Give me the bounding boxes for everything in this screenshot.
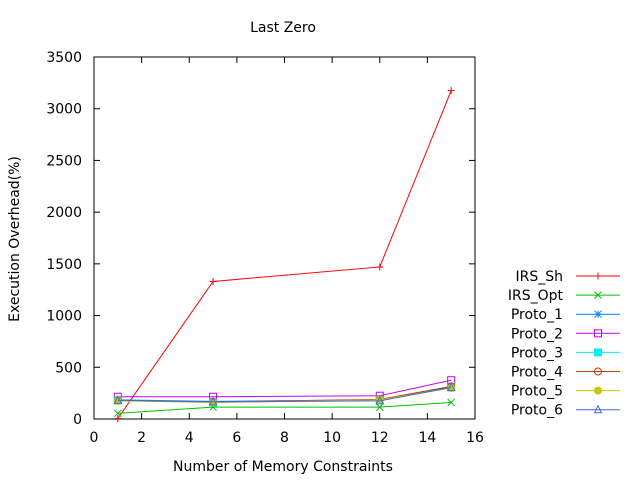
legend-item-proto-4: Proto_4 — [511, 365, 620, 381]
data-point-marker — [375, 395, 385, 405]
legend-label: Proto_2 — [511, 326, 563, 342]
legend-label: Proto_4 — [511, 365, 563, 381]
x-tick-label: 6 — [232, 430, 241, 446]
legend-item-proto-5: Proto_5 — [511, 384, 620, 400]
legend-item-proto-3: Proto_3 — [511, 345, 620, 361]
data-point-marker — [593, 404, 603, 414]
series-line — [117, 385, 452, 403]
data-point-marker — [208, 396, 218, 406]
legend-item-proto-2: Proto_2 — [511, 326, 620, 342]
data-point-marker — [594, 272, 602, 280]
x-tick-label: 4 — [185, 430, 194, 446]
legend-label: Proto_3 — [511, 345, 563, 361]
data-point-marker — [594, 310, 602, 319]
data-point-marker — [375, 403, 384, 411]
y-axis-label: Execution Overhead(%) — [7, 156, 23, 322]
x-axis-label: Number of Memory Constraints — [173, 459, 393, 475]
legend-item-irs-opt: IRS_Opt — [508, 288, 620, 304]
legend-item-irs-sh: IRS_Sh — [515, 269, 620, 285]
legend: IRS_Sh IRS_Opt Proto_1 Proto_2 Proto_3 Proto_… — [508, 269, 620, 419]
series-line — [117, 90, 452, 419]
data-point-marker — [594, 329, 602, 338]
data-point-marker — [209, 277, 217, 285]
x-tick-label: 12 — [371, 430, 389, 446]
y-tick-label: 1000 — [46, 309, 82, 325]
series-layer — [113, 87, 456, 422]
data-point-marker — [376, 263, 384, 271]
data-point-marker — [594, 348, 602, 357]
x-tick-label: 8 — [280, 430, 289, 446]
legend-label: Proto_1 — [511, 307, 563, 323]
series-line — [117, 386, 452, 402]
x-tick-label: 14 — [418, 430, 436, 446]
chart-title: Last Zero — [250, 20, 316, 36]
y-tick-label: 1500 — [46, 257, 82, 273]
axis-ticks: 0 2 4 6 8 10 12 14 16 0 500 1000 1500 2000 2500 3000 350… — [46, 50, 484, 446]
series-line — [117, 401, 452, 414]
y-tick-label: 3500 — [46, 50, 82, 66]
plot-frame — [93, 56, 476, 420]
data-point-marker — [447, 398, 456, 407]
data-point-marker — [114, 414, 122, 422]
data-point-marker — [594, 291, 602, 299]
legend-label: Proto_6 — [511, 403, 563, 419]
y-tick-label: 2000 — [46, 205, 82, 221]
data-point-marker — [113, 395, 123, 404]
y-tick-label: 0 — [73, 412, 82, 428]
series-line — [117, 379, 452, 398]
legend-label: IRS_Sh — [515, 269, 563, 285]
data-point-marker — [594, 386, 602, 395]
legend-label: IRS_Opt — [508, 288, 564, 304]
series-proto-6 — [113, 382, 456, 406]
x-tick-label: 10 — [323, 430, 341, 446]
data-point-marker — [594, 367, 602, 376]
y-tick-label: 500 — [55, 360, 82, 376]
y-tick-label: 2500 — [46, 153, 82, 169]
y-tick-label: 3000 — [46, 102, 82, 118]
data-point-marker — [446, 382, 456, 391]
series-line — [117, 386, 452, 403]
data-point-marker — [113, 409, 122, 418]
legend-item-proto-1: Proto_1 — [511, 307, 620, 323]
x-tick-label: 16 — [466, 430, 484, 446]
x-tick-label: 2 — [137, 430, 146, 446]
legend-label: Proto_5 — [511, 384, 563, 400]
x-tick-label: 0 — [90, 430, 99, 446]
series-irs-sh — [114, 87, 455, 422]
legend-item-proto-6: Proto_6 — [511, 403, 620, 419]
data-point-marker — [447, 87, 455, 95]
